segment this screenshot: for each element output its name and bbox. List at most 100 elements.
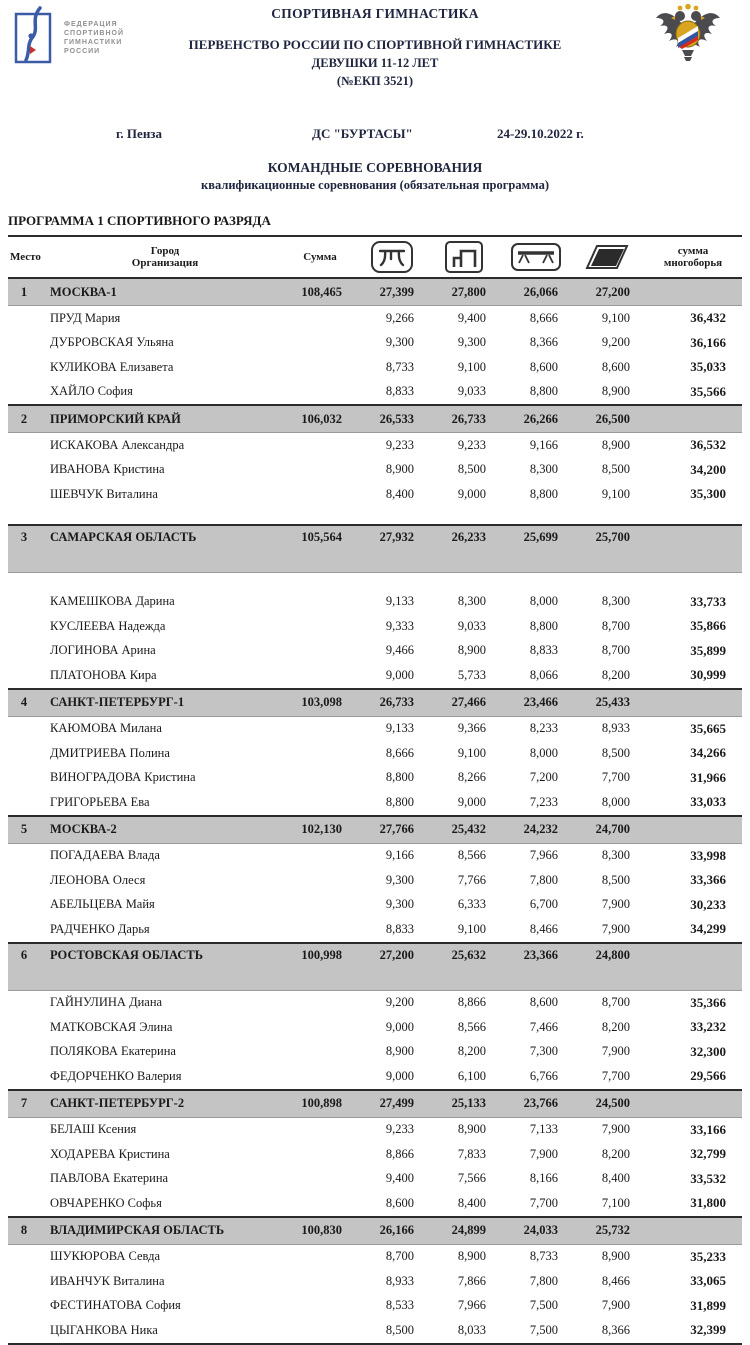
team-row: 3 САМАРСКАЯ ОБЛАСТЬ 105,564 27,932 26,233 25,… <box>8 523 742 573</box>
page-title: СПОРТИВНАЯ ГИМНАСТИКА <box>271 6 479 21</box>
team-apparatus-score: 26,533 <box>356 404 428 433</box>
athlete-place-empty <box>8 1167 46 1192</box>
athlete-apparatus-score: 8,900 <box>601 437 630 452</box>
athlete-sum-empty <box>284 614 356 639</box>
athlete-place-empty <box>8 639 46 664</box>
athlete-sum-empty <box>284 331 356 356</box>
athlete-name: ИВАНЧУК Виталина <box>50 1273 165 1288</box>
athlete-name: ЛОГИНОВА Арина <box>50 643 156 658</box>
team-apparatus-score: 25,700 <box>572 523 644 573</box>
athlete-sum-empty <box>284 1064 356 1090</box>
athlete-place-empty <box>8 1015 46 1040</box>
athlete-sum-empty <box>284 917 356 943</box>
athlete-allaround: 33,232 <box>690 1019 726 1035</box>
vault-icon <box>356 236 428 279</box>
athlete-name: ПЛАТОНОВА Кира <box>50 667 157 682</box>
athlete-apparatus-score: 8,933 <box>385 1273 414 1288</box>
athlete-name: ПОЛЯКОВА Екатерина <box>50 1044 176 1059</box>
athlete-place-empty <box>8 741 46 766</box>
team-apparatus-score: 24,033 <box>500 1215 572 1245</box>
athlete-apparatus-score: 9,300 <box>457 335 486 350</box>
athlete-allaround: 34,200 <box>690 461 726 477</box>
athlete-apparatus-score: 8,566 <box>457 1019 486 1034</box>
athlete-row: ШУКЮРОВА Севда 8,700 8,900 8,733 8,900 35,233 <box>8 1244 742 1269</box>
results-table-body: 1 МОСКВА-1 108,465 27,399 27,800 26,066 27,200… <box>8 277 742 1344</box>
athlete-name: БЕЛАШ Ксения <box>50 1122 137 1137</box>
team-place: 4 <box>8 687 46 717</box>
athlete-allaround: 35,866 <box>690 618 726 634</box>
athlete-sum-empty <box>284 1015 356 1040</box>
athlete-apparatus-score: 8,400 <box>385 486 414 501</box>
athlete-name: МАТКОВСКАЯ Элина <box>50 1019 173 1034</box>
athlete-sum-empty <box>284 790 356 816</box>
team-apparatus-score: 24,232 <box>500 814 572 844</box>
athlete-apparatus-score: 9,300 <box>385 335 414 350</box>
section-title: ПРОГРАММА 1 СПОРТИВНОГО РАЗРЯДА <box>8 213 271 228</box>
athlete-apparatus-score: 9,100 <box>601 310 630 325</box>
team-name: МОСКВА-2 <box>46 814 284 844</box>
athlete-row: ДМИТРИЕВА Полина 8,666 9,100 8,000 8,500 34,2… <box>8 741 742 766</box>
athlete-row: ГРИГОРЬЕВА Ева 8,800 9,000 7,233 8,000 33,033 <box>8 790 742 816</box>
column-header-allaround: сумма многоборья <box>644 236 742 279</box>
team-place: 1 <box>8 277 46 306</box>
athlete-name: ИВАНОВА Кристина <box>50 462 165 477</box>
athlete-apparatus-score: 7,800 <box>529 872 558 887</box>
athlete-apparatus-score: 7,833 <box>457 1146 486 1161</box>
team-name: РОСТОВСКАЯ ОБЛАСТЬ <box>46 941 284 991</box>
athlete-name: ГАЙНУЛИНА Диана <box>50 995 163 1010</box>
athlete-sum-empty <box>284 741 356 766</box>
athlete-place-empty <box>8 1244 46 1269</box>
team-apparatus-score: 26,733 <box>356 687 428 717</box>
athlete-apparatus-score: 9,233 <box>385 437 414 452</box>
athlete-apparatus-score: 8,800 <box>529 384 558 399</box>
athlete-apparatus-score: 9,166 <box>385 848 414 863</box>
athlete-apparatus-score: 8,933 <box>601 721 630 736</box>
venue-dates: 24-29.10.2022 г. <box>497 126 584 141</box>
athlete-place-empty <box>8 1142 46 1167</box>
athlete-apparatus-score: 9,233 <box>457 437 486 452</box>
athlete-allaround: 30,999 <box>690 667 726 683</box>
athlete-apparatus-score: 8,700 <box>385 1249 414 1264</box>
athlete-place-empty <box>8 355 46 380</box>
athlete-apparatus-score: 8,300 <box>529 462 558 477</box>
team-total: 100,998 <box>284 941 356 991</box>
athlete-allaround: 34,299 <box>690 921 726 937</box>
athlete-apparatus-score: 7,566 <box>457 1171 486 1186</box>
team-total: 103,098 <box>284 687 356 717</box>
team-allaround-empty <box>644 814 742 844</box>
team-apparatus-score: 23,366 <box>500 941 572 991</box>
team-place: 7 <box>8 1088 46 1118</box>
athlete-allaround: 30,233 <box>690 896 726 912</box>
team-name: ВЛАДИМИРСКАЯ ОБЛАСТЬ <box>46 1215 284 1245</box>
athlete-apparatus-score: 8,600 <box>529 995 558 1010</box>
athlete-sum-empty <box>284 1294 356 1319</box>
federation-logo: ФЕДЕРАЦИЯ СПОРТИВНОЙ ГИМНАСТИКИ РОССИИ <box>10 6 124 73</box>
athlete-apparatus-score: 8,900 <box>601 384 630 399</box>
team-apparatus-score: 23,466 <box>500 687 572 717</box>
athlete-place-empty <box>8 1040 46 1065</box>
age-group: ДЕВУШКИ 11-12 ЛЕТ <box>311 56 439 70</box>
athlete-apparatus-score: 9,333 <box>385 618 414 633</box>
athlete-allaround: 35,665 <box>690 720 726 736</box>
team-apparatus-score: 25,133 <box>428 1088 500 1118</box>
athlete-apparatus-score: 9,400 <box>385 1171 414 1186</box>
athlete-apparatus-score: 8,500 <box>601 872 630 887</box>
athlete-apparatus-score: 8,700 <box>601 618 630 633</box>
event-title: ПЕРВЕНСТВО РОССИИ ПО СПОРТИВНОЙ ГИМНАСТИ… <box>188 37 562 52</box>
team-place: 5 <box>8 814 46 844</box>
athlete-apparatus-score: 7,700 <box>529 1195 558 1210</box>
event-type: КОМАНДНЫЕ СОРЕВНОВАНИЯ <box>267 160 483 175</box>
athlete-apparatus-score: 7,900 <box>529 1146 558 1161</box>
team-place: 3 <box>8 523 46 573</box>
uneven-bars-icon <box>428 236 500 279</box>
athlete-apparatus-score: 8,733 <box>529 1249 558 1264</box>
athlete-row: БЕЛАШ Ксения 9,233 8,900 7,133 7,900 33,166 <box>8 1117 742 1142</box>
team-name: ПРИМОРСКИЙ КРАЙ <box>46 404 284 433</box>
athlete-sum-empty <box>284 355 356 380</box>
athlete-allaround: 31,899 <box>690 1297 726 1313</box>
athlete-allaround: 35,899 <box>690 642 726 658</box>
team-total: 105,564 <box>284 523 356 573</box>
team-total: 108,465 <box>284 277 356 306</box>
athlete-row: АБЕЛЬЦЕВА Майя 9,300 6,333 6,700 7,900 30,233 <box>8 893 742 918</box>
athlete-sum-empty <box>284 639 356 664</box>
